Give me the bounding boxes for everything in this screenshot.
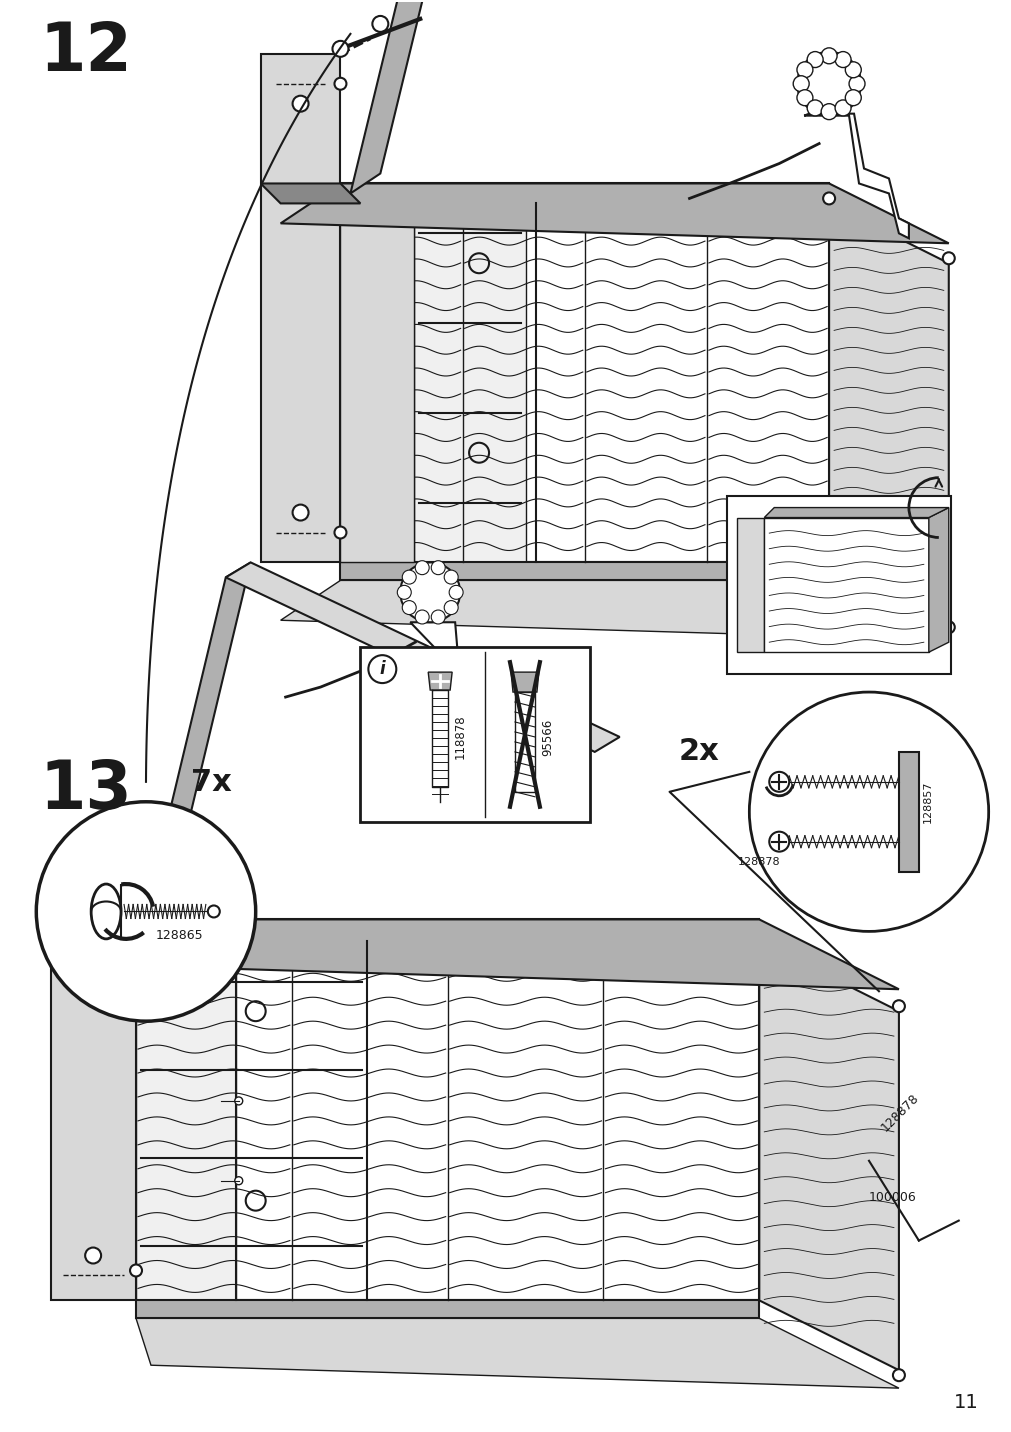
Circle shape [372, 16, 388, 32]
Circle shape [942, 252, 953, 265]
Polygon shape [340, 563, 828, 580]
Text: 128865: 128865 [156, 929, 203, 942]
Circle shape [834, 100, 850, 116]
Text: 12: 12 [39, 19, 131, 84]
Polygon shape [135, 919, 898, 990]
Polygon shape [280, 580, 948, 640]
Circle shape [844, 90, 860, 106]
Polygon shape [135, 941, 236, 1300]
Circle shape [797, 52, 860, 116]
Text: i: i [379, 660, 385, 679]
Polygon shape [52, 941, 135, 1300]
FancyBboxPatch shape [727, 495, 950, 674]
Polygon shape [804, 113, 908, 238]
Text: 128857: 128857 [922, 780, 932, 823]
Polygon shape [135, 1319, 898, 1388]
Circle shape [401, 600, 416, 614]
Circle shape [807, 52, 822, 67]
Circle shape [129, 965, 142, 977]
Text: 13: 13 [39, 758, 131, 823]
Text: 128878: 128878 [879, 1091, 921, 1134]
Circle shape [822, 561, 834, 573]
Polygon shape [763, 517, 928, 652]
Polygon shape [340, 203, 413, 563]
Circle shape [401, 570, 416, 584]
Polygon shape [340, 203, 828, 563]
Text: 100006: 100006 [868, 1190, 916, 1204]
Polygon shape [898, 752, 918, 872]
Circle shape [335, 77, 346, 90]
Polygon shape [409, 623, 499, 727]
Polygon shape [737, 517, 763, 652]
Polygon shape [52, 919, 151, 941]
Circle shape [335, 527, 346, 538]
Circle shape [235, 1097, 243, 1106]
Polygon shape [340, 183, 828, 203]
Circle shape [797, 90, 812, 106]
Text: 2x: 2x [678, 737, 719, 766]
Polygon shape [828, 203, 948, 623]
Circle shape [444, 570, 458, 584]
Circle shape [748, 692, 988, 931]
Circle shape [797, 62, 812, 77]
Polygon shape [135, 941, 758, 1300]
Polygon shape [413, 203, 526, 563]
Circle shape [768, 832, 789, 852]
Polygon shape [511, 672, 539, 692]
Circle shape [768, 772, 789, 792]
Text: 118878: 118878 [454, 715, 467, 759]
Circle shape [431, 610, 445, 624]
Circle shape [807, 100, 822, 116]
Polygon shape [225, 563, 619, 752]
Text: 11: 11 [953, 1393, 978, 1412]
Circle shape [36, 802, 256, 1021]
Circle shape [292, 96, 308, 112]
Polygon shape [135, 1300, 758, 1319]
Circle shape [834, 52, 850, 67]
Circle shape [942, 621, 953, 633]
Circle shape [820, 47, 836, 64]
Polygon shape [135, 919, 758, 941]
Polygon shape [261, 54, 340, 563]
Polygon shape [280, 183, 948, 243]
Polygon shape [758, 941, 898, 1370]
Circle shape [400, 563, 460, 623]
Circle shape [415, 561, 429, 574]
Circle shape [292, 504, 308, 521]
Circle shape [848, 76, 864, 92]
Circle shape [85, 1247, 101, 1263]
Circle shape [892, 1369, 904, 1382]
Circle shape [449, 586, 463, 600]
Circle shape [892, 1000, 904, 1012]
Circle shape [844, 62, 860, 77]
Polygon shape [261, 183, 360, 203]
Circle shape [85, 978, 101, 994]
Circle shape [333, 42, 348, 57]
Circle shape [444, 600, 458, 614]
Circle shape [431, 561, 445, 574]
Circle shape [129, 1264, 142, 1276]
FancyBboxPatch shape [360, 647, 589, 822]
Ellipse shape [91, 884, 121, 939]
Polygon shape [350, 0, 470, 193]
Polygon shape [928, 507, 948, 652]
Circle shape [415, 610, 429, 624]
Circle shape [793, 76, 809, 92]
Text: 7x: 7x [191, 768, 232, 796]
Text: 128878: 128878 [737, 856, 779, 866]
Circle shape [397, 586, 410, 600]
Circle shape [235, 1177, 243, 1184]
Circle shape [822, 192, 834, 205]
Polygon shape [763, 507, 948, 517]
Polygon shape [428, 672, 452, 690]
Text: 95566: 95566 [540, 719, 553, 756]
Polygon shape [141, 563, 251, 931]
Circle shape [820, 103, 836, 120]
